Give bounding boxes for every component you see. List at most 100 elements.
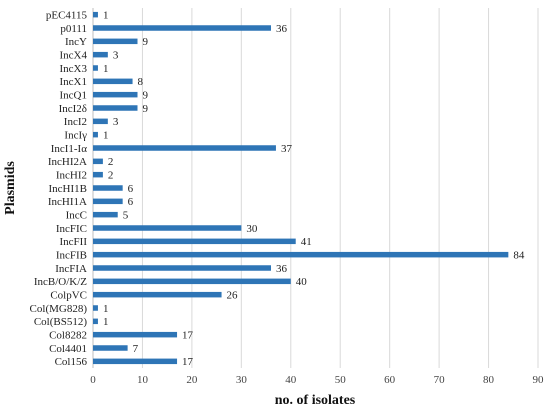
- value-label: 6: [128, 183, 134, 195]
- bar: [93, 78, 133, 85]
- bar: [93, 131, 98, 138]
- x-tick-label: 90: [533, 374, 545, 386]
- bar: [93, 318, 98, 325]
- bar: [93, 198, 123, 205]
- bar: [93, 345, 128, 351]
- y-axis-title: Plasmids: [3, 161, 18, 215]
- value-label: 36: [276, 23, 288, 35]
- x-tick-label: 20: [186, 374, 198, 386]
- bar: [93, 358, 178, 365]
- value-label: 3: [113, 49, 119, 61]
- value-label: 84: [513, 249, 525, 261]
- category-label: IncFIB: [56, 249, 87, 261]
- category-label: IncHI1B: [49, 183, 88, 195]
- category-label: IncHI2: [56, 169, 87, 181]
- category-label: ColpVC: [50, 289, 87, 301]
- x-tick-label: 60: [384, 374, 396, 386]
- bar: [93, 185, 123, 191]
- value-label: 30: [246, 223, 257, 235]
- value-label: 9: [143, 36, 149, 48]
- bar: [93, 65, 98, 71]
- value-label: 17: [182, 356, 194, 368]
- bar: [93, 38, 138, 45]
- bar: [93, 11, 98, 18]
- value-label: 2: [108, 156, 114, 168]
- value-label: 1: [103, 303, 109, 315]
- category-label: IncI1-Iα: [51, 143, 88, 155]
- category-label: Col4401: [49, 343, 87, 355]
- category-label: Col(MG828): [30, 303, 88, 315]
- bar: [93, 105, 138, 111]
- category-label: pEC4115: [46, 9, 88, 21]
- value-label: 40: [296, 276, 308, 288]
- value-label: 41: [301, 236, 312, 248]
- bar: [93, 51, 108, 58]
- value-label: 6: [128, 196, 134, 208]
- bar: [93, 211, 118, 218]
- bar: [93, 225, 242, 231]
- value-label: 36: [276, 263, 288, 275]
- bar: [93, 251, 509, 258]
- x-tick-label: 50: [335, 374, 347, 386]
- category-label: IncX3: [60, 63, 88, 75]
- bar: [93, 291, 222, 298]
- x-tick-label: 40: [285, 374, 297, 386]
- x-tick-label: 30: [236, 374, 248, 386]
- grid-lines: [92, 8, 539, 368]
- bar: [93, 158, 103, 165]
- value-label: 2: [108, 169, 114, 181]
- category-label: Col(BS512): [34, 316, 88, 328]
- bar: [93, 331, 178, 338]
- value-label: 26: [227, 289, 239, 301]
- category-label: IncFIC: [56, 223, 87, 235]
- value-label: 5: [123, 209, 129, 221]
- x-tick-label: 80: [483, 374, 495, 386]
- category-label: IncI2: [64, 116, 87, 128]
- category-label: IncX1: [60, 76, 88, 88]
- bar: [93, 305, 98, 311]
- category-label: IncC: [66, 209, 87, 221]
- x-axis-title: no. of isolates: [275, 393, 356, 408]
- category-label: IncY: [65, 36, 87, 48]
- x-tick-label: 0: [90, 374, 96, 386]
- category-label: IncI2δ: [59, 103, 87, 115]
- bar: [93, 238, 296, 245]
- value-label: 17: [182, 329, 194, 341]
- category-label: Col156: [55, 356, 88, 368]
- x-tick-label: 10: [137, 374, 149, 386]
- bar: [93, 118, 108, 125]
- value-label: 9: [143, 89, 149, 101]
- value-label: 37: [281, 143, 293, 155]
- value-label: 8: [138, 76, 144, 88]
- x-tick-label: 70: [434, 374, 446, 386]
- category-label: IncQ1: [60, 89, 88, 101]
- category-label: IncIγ: [64, 129, 87, 141]
- bar: [93, 278, 291, 285]
- value-label: 1: [103, 9, 109, 21]
- x-tick-labels: 0 10 20 30 40 50 60 70 80 90: [90, 374, 544, 386]
- value-label: 1: [103, 129, 109, 141]
- category-label: Col8282: [49, 329, 87, 341]
- value-label: 1: [103, 63, 109, 75]
- category-label: IncB/O/K/Z: [34, 276, 87, 288]
- category-label: IncHI1A: [48, 196, 87, 208]
- bars: [93, 11, 509, 365]
- category-label: IncFII: [60, 236, 88, 248]
- bar: [93, 91, 138, 98]
- category-label: IncHI2A: [48, 156, 87, 168]
- bar: [93, 25, 271, 31]
- bar: [93, 171, 103, 178]
- bar: [93, 145, 276, 151]
- category-label: p0111: [60, 23, 87, 35]
- category-label: IncX4: [60, 49, 88, 61]
- value-label: 3: [113, 116, 119, 128]
- value-label: 9: [143, 103, 149, 115]
- category-label: IncFIA: [55, 263, 87, 275]
- bar: [93, 265, 271, 271]
- value-label: 1: [103, 316, 109, 328]
- value-label: 7: [133, 343, 139, 355]
